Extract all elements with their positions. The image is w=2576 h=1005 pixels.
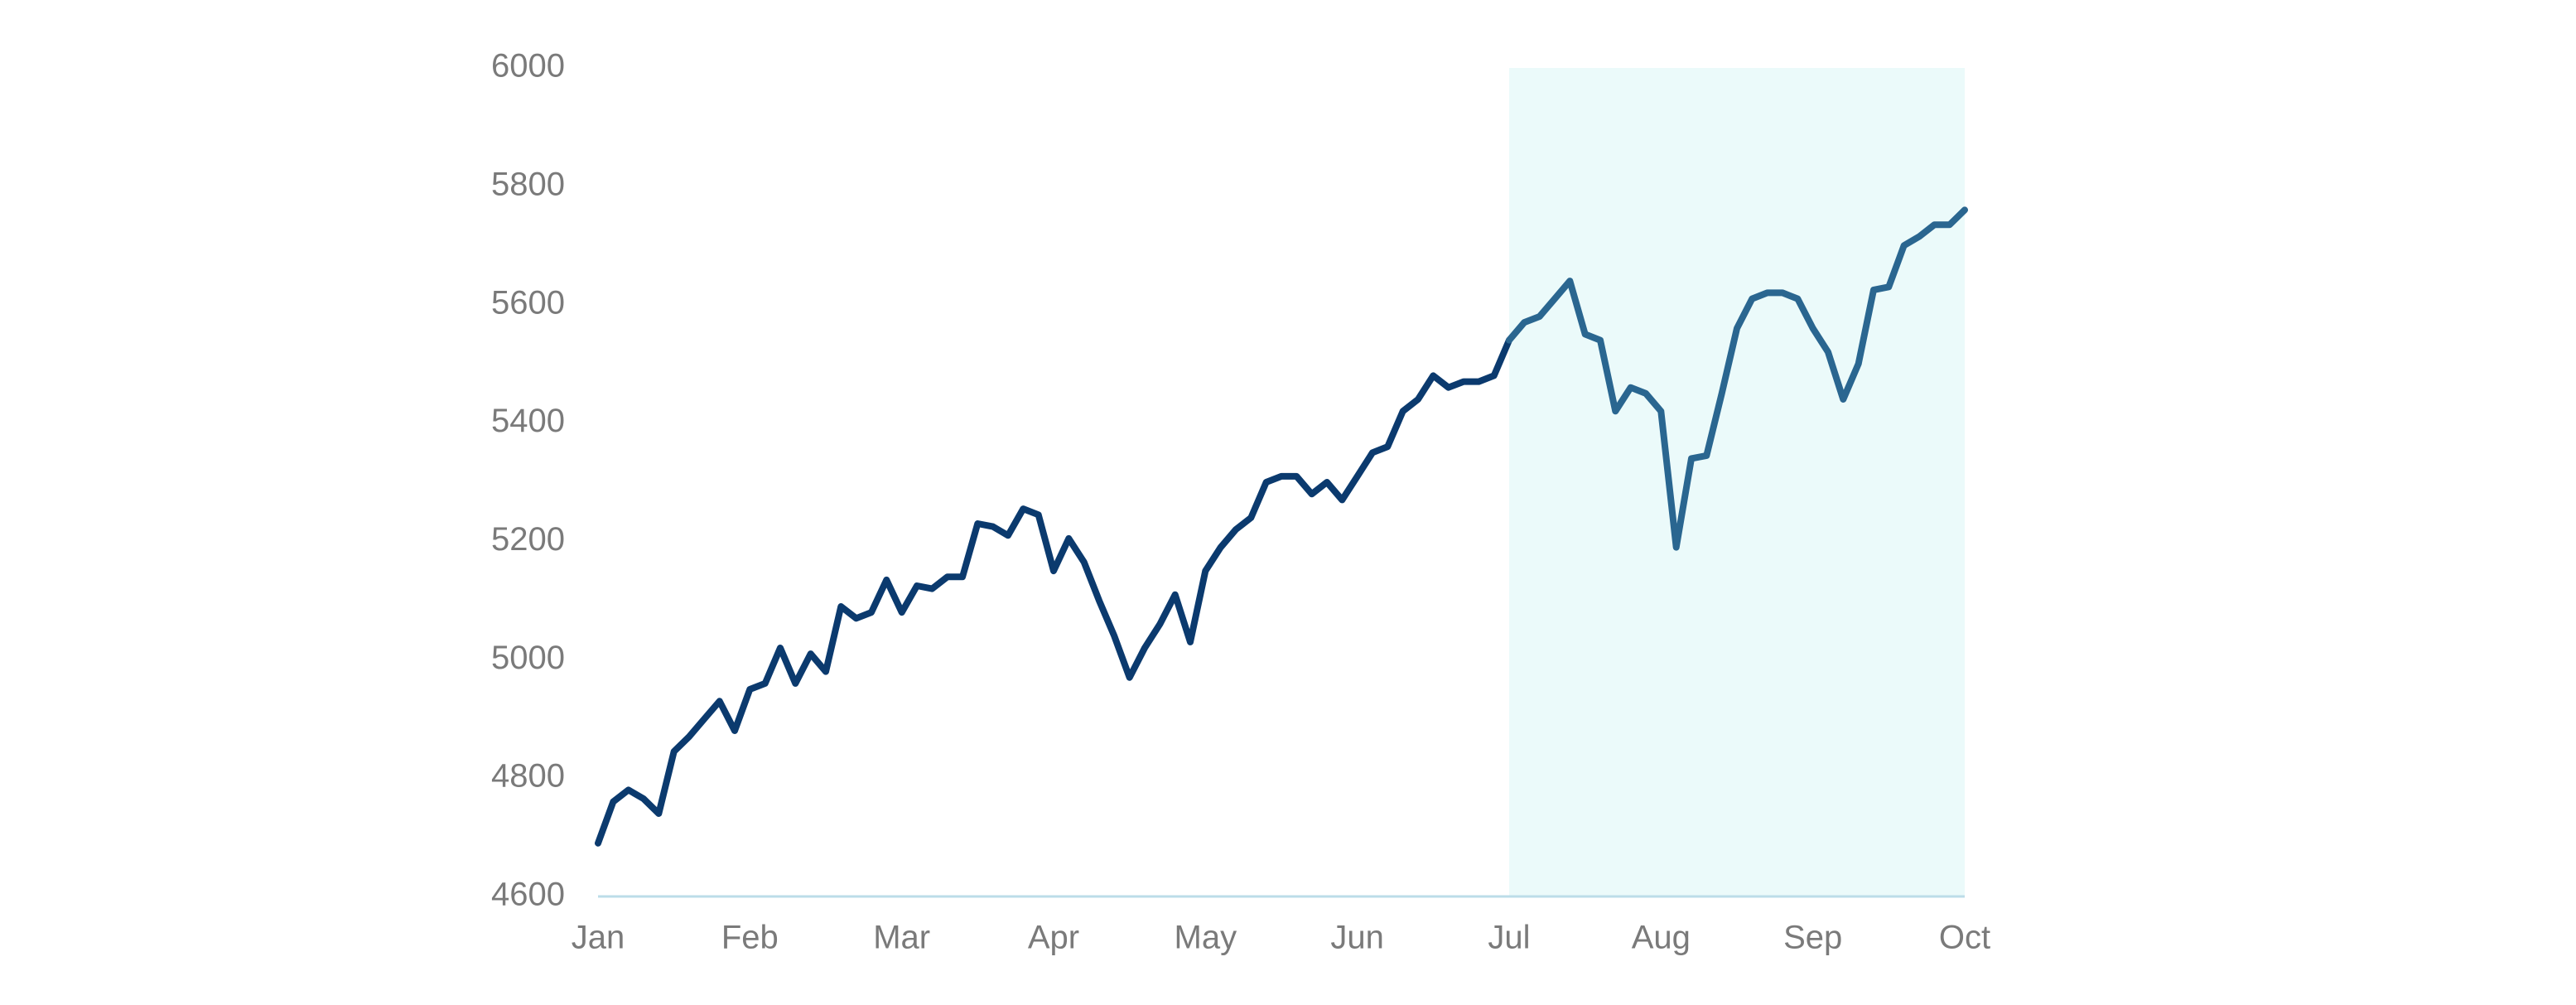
line-series [1506, 206, 1968, 551]
y-tick-label: 5000 [491, 640, 565, 676]
y-tick-label: 4600 [491, 877, 565, 913]
x-tick-label: Jul [1488, 920, 1530, 956]
x-tick-label: Jun [1330, 920, 1384, 956]
y-tick-label: 5400 [491, 403, 565, 439]
x-tick-label: Mar [873, 920, 930, 956]
y-tick-label: 5800 [491, 166, 565, 202]
y-tick-label: 5200 [491, 521, 565, 558]
x-tick-label: Oct [1939, 920, 1990, 956]
highlight-band [1509, 68, 1965, 896]
y-tick-label: 6000 [491, 48, 565, 85]
y-tick-label: 5600 [491, 284, 565, 321]
y-tick-label: 4800 [491, 758, 565, 795]
line-series [595, 336, 1512, 847]
x-tick-label: Feb [721, 920, 779, 956]
x-tick-label: May [1175, 920, 1237, 956]
x-tick-label: Aug [1632, 920, 1691, 956]
x-tick-label: Sep [1783, 920, 1842, 956]
x-tick-label: Jan [572, 920, 625, 956]
x-tick-label: Apr [1028, 920, 1079, 956]
